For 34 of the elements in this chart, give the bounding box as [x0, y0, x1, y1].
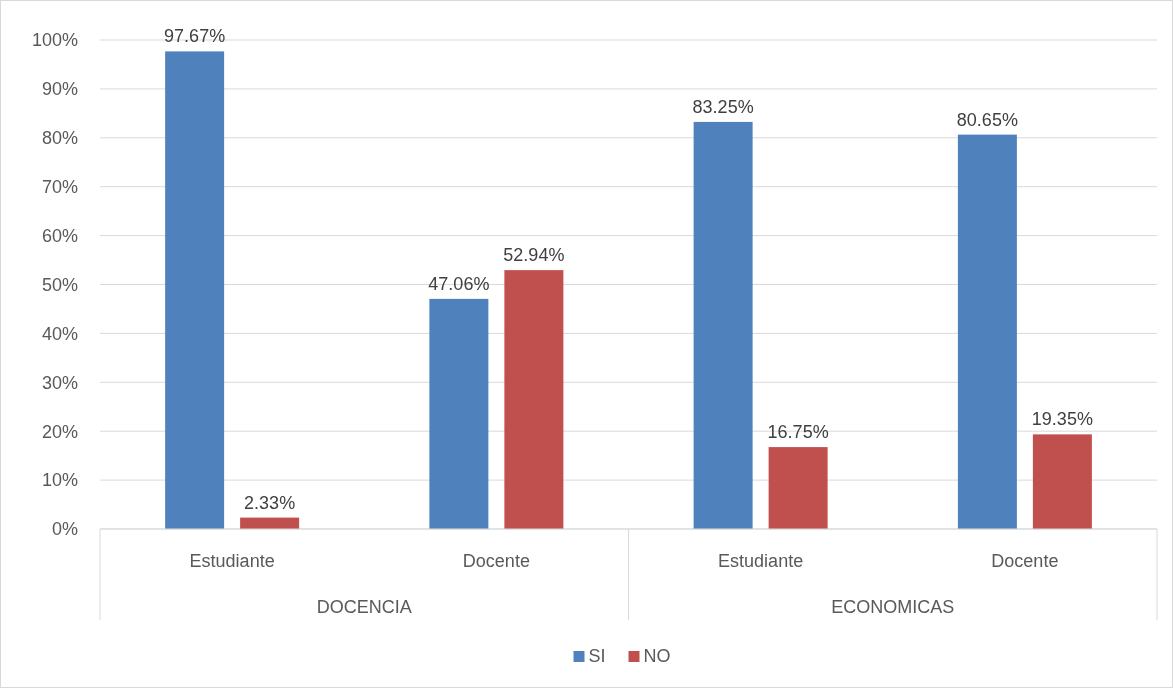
y-tick-label: 30%: [41, 372, 78, 393]
bar: [957, 134, 1017, 529]
y-tick-label: 90%: [41, 79, 78, 100]
data-label: 83.25%: [692, 96, 754, 117]
y-tick-label: 50%: [41, 274, 78, 295]
y-tick-label: 60%: [41, 225, 78, 246]
bar: [768, 447, 828, 529]
bar: [693, 121, 753, 529]
x-tick-label: Docente: [991, 551, 1059, 571]
y-tick-label: 100%: [31, 30, 78, 51]
data-label: 2.33%: [244, 492, 296, 513]
y-tick-label: 10%: [41, 470, 78, 491]
data-label: 16.75%: [767, 422, 829, 443]
data-label: 47.06%: [428, 273, 490, 294]
x-tick-label: Estudiante: [718, 551, 804, 571]
y-tick-label: 20%: [41, 421, 78, 442]
data-label: 80.65%: [956, 109, 1018, 130]
bar: [1032, 434, 1092, 529]
data-label: 52.94%: [503, 245, 565, 266]
y-tick-label: 80%: [41, 128, 78, 149]
bar: [429, 298, 489, 529]
bar: [165, 51, 225, 529]
text: DOCENCIA: [316, 597, 412, 617]
bar: [504, 270, 564, 529]
legend-label: SI: [588, 646, 606, 666]
data-label: 97.67%: [164, 26, 226, 47]
y-tick-label: 0%: [51, 519, 78, 540]
y-tick-label: 40%: [41, 323, 78, 344]
x-tick-label: Estudiante: [189, 551, 275, 571]
data-label: 19.35%: [1031, 409, 1093, 430]
legend-label: NO: [643, 646, 671, 666]
y-tick-label: 70%: [41, 177, 78, 197]
text: ECONOMICAS: [831, 597, 955, 617]
x-tick-label: Docente: [462, 551, 530, 571]
